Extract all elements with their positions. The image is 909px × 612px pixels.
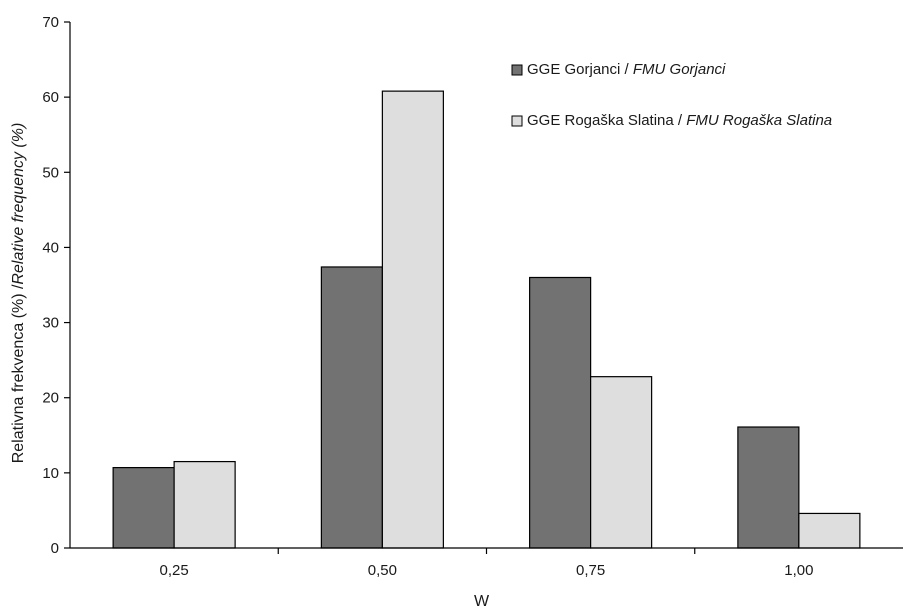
bars-group: [112, 90, 861, 549]
y-axis-title-italic: Relative frequency (%): [10, 123, 27, 285]
bar-series-1-2: [590, 376, 653, 549]
y-tick-label: 50: [42, 164, 59, 181]
bar-series-0-3: [737, 426, 800, 549]
x-tick-label: 0,50: [368, 562, 397, 579]
legend-label-gorjanci-italic: FMU Gorjanci: [633, 61, 726, 78]
y-tick-label: 0: [51, 540, 59, 557]
y-axis-title-plain: Relativna frekvenca (%) /: [10, 284, 27, 463]
legend-label-rogaska-italic: FMU Rogaška Slatina: [686, 112, 832, 129]
y-tick-label: 70: [42, 14, 59, 31]
x-axis-ticks: 0,25 0,50 0,75 1,00: [160, 548, 813, 579]
bar-series-1-1: [381, 90, 444, 549]
legend-swatch-gorjanci: [511, 64, 523, 76]
y-tick-label: 60: [42, 89, 59, 106]
x-tick-label: 0,25: [160, 562, 189, 579]
y-axis-ticks: 0 10 20 30 40 50 60 70: [42, 14, 70, 557]
x-tick-label: 1,00: [784, 562, 813, 579]
bar-series-0-1: [320, 266, 383, 549]
x-tick-label: 0,75: [576, 562, 605, 579]
legend: GGE Gorjanci / FMU Gorjanci GGE Rogaška …: [511, 61, 832, 129]
legend-swatch-rogaska-slatina: [511, 115, 523, 127]
legend-label-gorjanci-plain: GGE Gorjanci /: [527, 61, 633, 78]
y-tick-label: 20: [42, 390, 59, 407]
y-tick-label: 10: [42, 465, 59, 482]
x-axis-title: W: [474, 593, 490, 610]
y-axis-title: Relativna frekvenca (%) /Relative freque…: [10, 123, 27, 464]
y-tick-label: 40: [42, 239, 59, 256]
bar-series-1-3: [798, 512, 861, 549]
y-tick-label: 30: [42, 315, 59, 332]
legend-label-rogaska-plain: GGE Rogaška Slatina /: [527, 112, 686, 129]
legend-label-gorjanci: GGE Gorjanci / FMU Gorjanci: [527, 61, 726, 78]
bar-series-1-0: [173, 460, 236, 549]
bar-series-0-0: [112, 466, 175, 549]
bar-series-0-2: [529, 276, 592, 549]
legend-label-rogaska-slatina: GGE Rogaška Slatina / FMU Rogaška Slatin…: [527, 112, 832, 129]
